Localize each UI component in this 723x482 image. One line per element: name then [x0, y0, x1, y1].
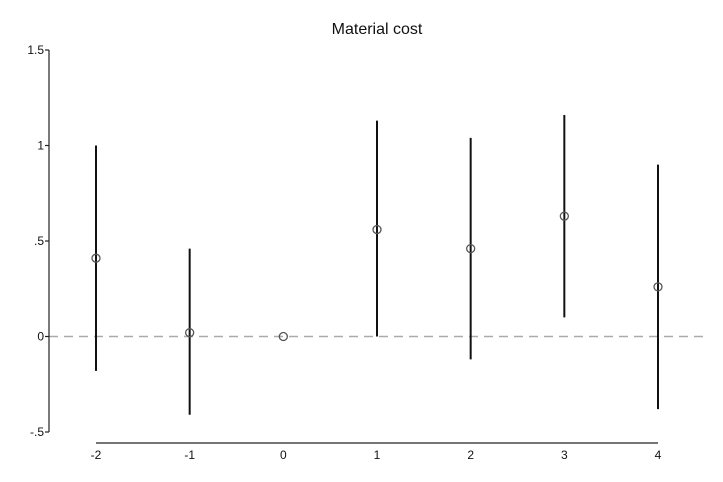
point-estimate-marker — [372, 224, 382, 235]
x-tick-label: 0 — [280, 448, 287, 462]
point-estimate-marker — [278, 331, 288, 342]
chart-title: Material cost — [332, 21, 423, 38]
point-estimate-marker — [559, 211, 569, 221]
y-tick-label: 1 — [37, 139, 44, 153]
x-tick-label: 1 — [374, 448, 381, 462]
point-estimate-marker — [466, 243, 476, 254]
y-tick-labels: -.5 0 .5 1 1.5 — [27, 43, 44, 439]
x-tick-label: -1 — [184, 448, 195, 462]
y-tick-label: .5 — [34, 234, 44, 248]
confidence-intervals — [95, 114, 659, 415]
axes — [45, 49, 658, 444]
point-estimate-marker — [91, 253, 101, 263]
y-tick-label: 0 — [37, 330, 44, 344]
x-tick-label: 3 — [561, 448, 568, 462]
x-tick-labels: -2 -1 0 1 2 3 4 — [91, 448, 662, 462]
y-tick-label: -.5 — [30, 425, 44, 439]
point-estimates — [91, 211, 663, 342]
y-tick-label: 1.5 — [27, 43, 44, 57]
point-estimate-marker — [653, 282, 663, 292]
x-tick-label: -2 — [91, 448, 102, 462]
point-estimate-marker — [185, 328, 195, 338]
x-tick-label: 2 — [467, 448, 474, 462]
x-tick-label: 4 — [655, 448, 662, 462]
